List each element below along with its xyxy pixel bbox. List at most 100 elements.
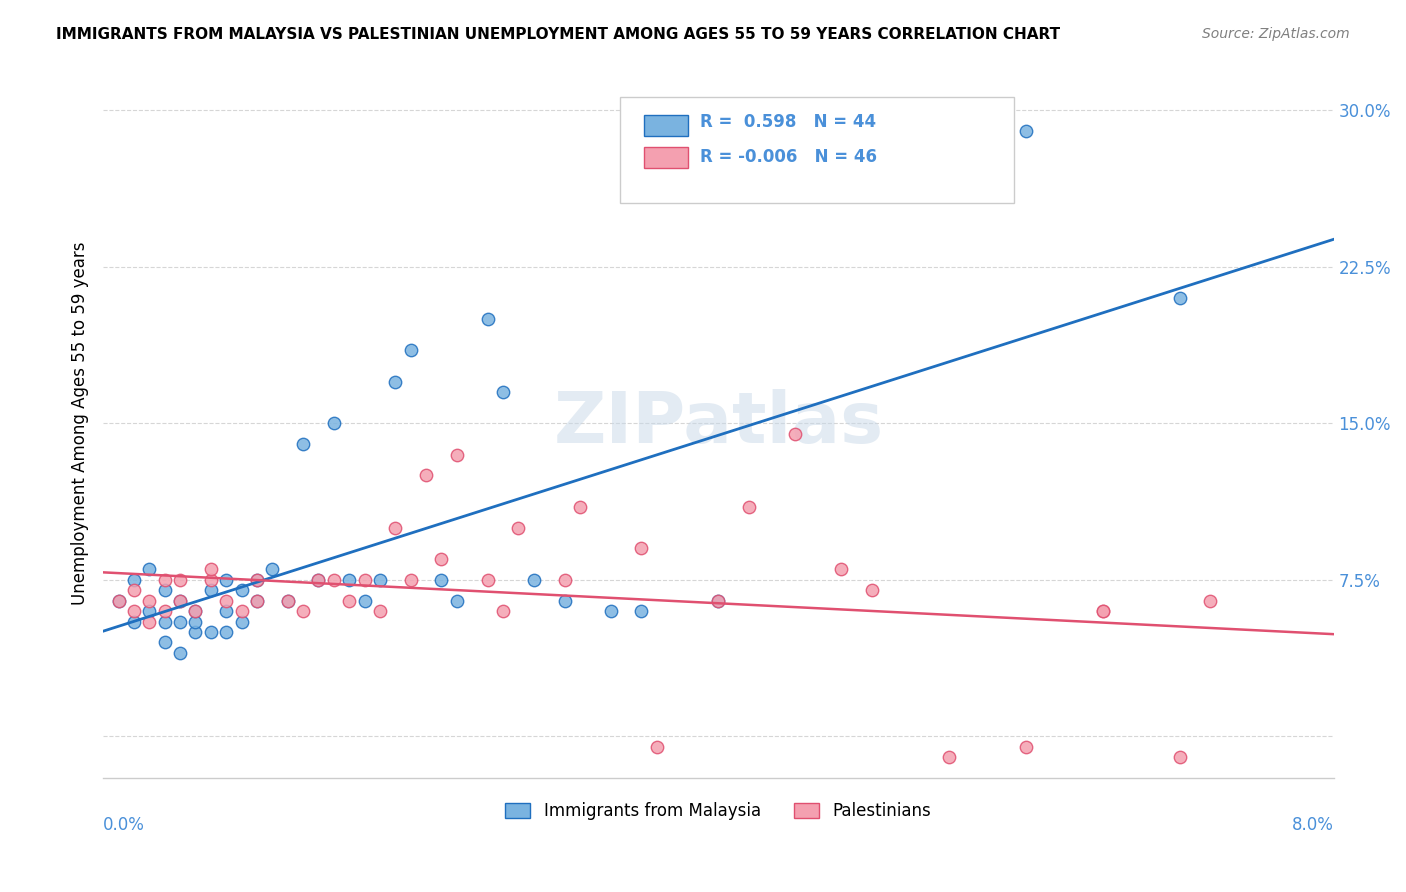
Point (707, 593, 730, 607)
Y-axis label: Unemployment Among Ages 55 to 59 years: Unemployment Among Ages 55 to 59 years (72, 242, 89, 605)
Point (568, 500, 591, 514)
Point (169, 593, 191, 607)
Point (169, 593, 191, 607)
Point (1168, 291, 1191, 305)
Point (122, 583, 145, 598)
Point (860, 583, 883, 598)
Point (399, 573, 422, 587)
Point (107, 593, 129, 607)
Point (169, 615, 191, 629)
Point (1091, 604, 1114, 618)
Point (630, 541, 652, 556)
Point (446, 593, 468, 607)
Point (153, 635, 176, 649)
Point (153, 583, 176, 598)
Point (322, 417, 344, 431)
Text: R =  0.598   N = 44: R = 0.598 N = 44 (700, 112, 876, 131)
Point (184, 624, 207, 639)
Point (169, 646, 191, 660)
Point (138, 615, 160, 629)
Point (353, 573, 375, 587)
Point (707, 593, 730, 607)
Point (645, 739, 668, 754)
Point (153, 573, 176, 587)
Point (938, 750, 960, 764)
Point (492, 384, 515, 399)
Point (523, 573, 546, 587)
Text: 0.0%: 0.0% (103, 815, 145, 834)
Bar (644, 146, 688, 168)
Point (430, 573, 453, 587)
Text: Source: ZipAtlas.com: Source: ZipAtlas.com (1202, 27, 1350, 41)
Point (1015, 124, 1038, 138)
Point (446, 448, 468, 462)
Point (138, 593, 160, 607)
Point (184, 604, 207, 618)
Point (122, 573, 145, 587)
Point (107, 593, 129, 607)
Point (554, 573, 576, 587)
Point (246, 573, 269, 587)
Point (554, 593, 576, 607)
Point (231, 615, 253, 629)
Point (477, 573, 499, 587)
Point (231, 604, 253, 618)
Point (122, 604, 145, 618)
Point (246, 593, 269, 607)
Bar (644, 115, 688, 136)
Point (231, 583, 253, 598)
Legend: Immigrants from Malaysia, Palestinians: Immigrants from Malaysia, Palestinians (499, 795, 938, 827)
Point (277, 593, 299, 607)
Point (630, 604, 652, 618)
Text: 8.0%: 8.0% (1292, 815, 1333, 834)
Point (599, 604, 621, 618)
Point (337, 573, 360, 587)
FancyBboxPatch shape (620, 97, 1014, 203)
Point (200, 583, 222, 598)
Point (307, 573, 329, 587)
Point (215, 604, 238, 618)
Point (184, 615, 207, 629)
Point (215, 573, 238, 587)
Point (830, 562, 852, 576)
Point (307, 573, 329, 587)
Point (508, 521, 530, 535)
Point (1168, 750, 1191, 764)
Point (477, 312, 499, 326)
Point (215, 624, 238, 639)
Point (292, 437, 315, 451)
Point (200, 573, 222, 587)
Point (138, 562, 160, 576)
Point (138, 604, 160, 618)
Point (353, 593, 375, 607)
Point (1015, 739, 1038, 754)
Point (153, 615, 176, 629)
Point (1091, 604, 1114, 618)
Point (153, 604, 176, 618)
Point (169, 573, 191, 587)
Point (246, 593, 269, 607)
Point (492, 604, 515, 618)
Point (415, 468, 437, 483)
Point (368, 604, 391, 618)
Point (246, 573, 269, 587)
Point (322, 573, 344, 587)
Point (384, 521, 406, 535)
Point (399, 343, 422, 358)
Point (738, 500, 761, 514)
Point (122, 615, 145, 629)
Point (215, 593, 238, 607)
Point (200, 624, 222, 639)
Text: IMMIGRANTS FROM MALAYSIA VS PALESTINIAN UNEMPLOYMENT AMONG AGES 55 TO 59 YEARS C: IMMIGRANTS FROM MALAYSIA VS PALESTINIAN … (56, 27, 1060, 42)
Point (384, 375, 406, 389)
Point (1199, 593, 1222, 607)
Text: ZIPatlas: ZIPatlas (553, 389, 883, 458)
Point (184, 604, 207, 618)
Text: R = -0.006   N = 46: R = -0.006 N = 46 (700, 148, 877, 166)
Point (277, 593, 299, 607)
Point (785, 426, 807, 441)
Point (430, 552, 453, 566)
Point (337, 593, 360, 607)
Point (368, 573, 391, 587)
Point (262, 562, 284, 576)
